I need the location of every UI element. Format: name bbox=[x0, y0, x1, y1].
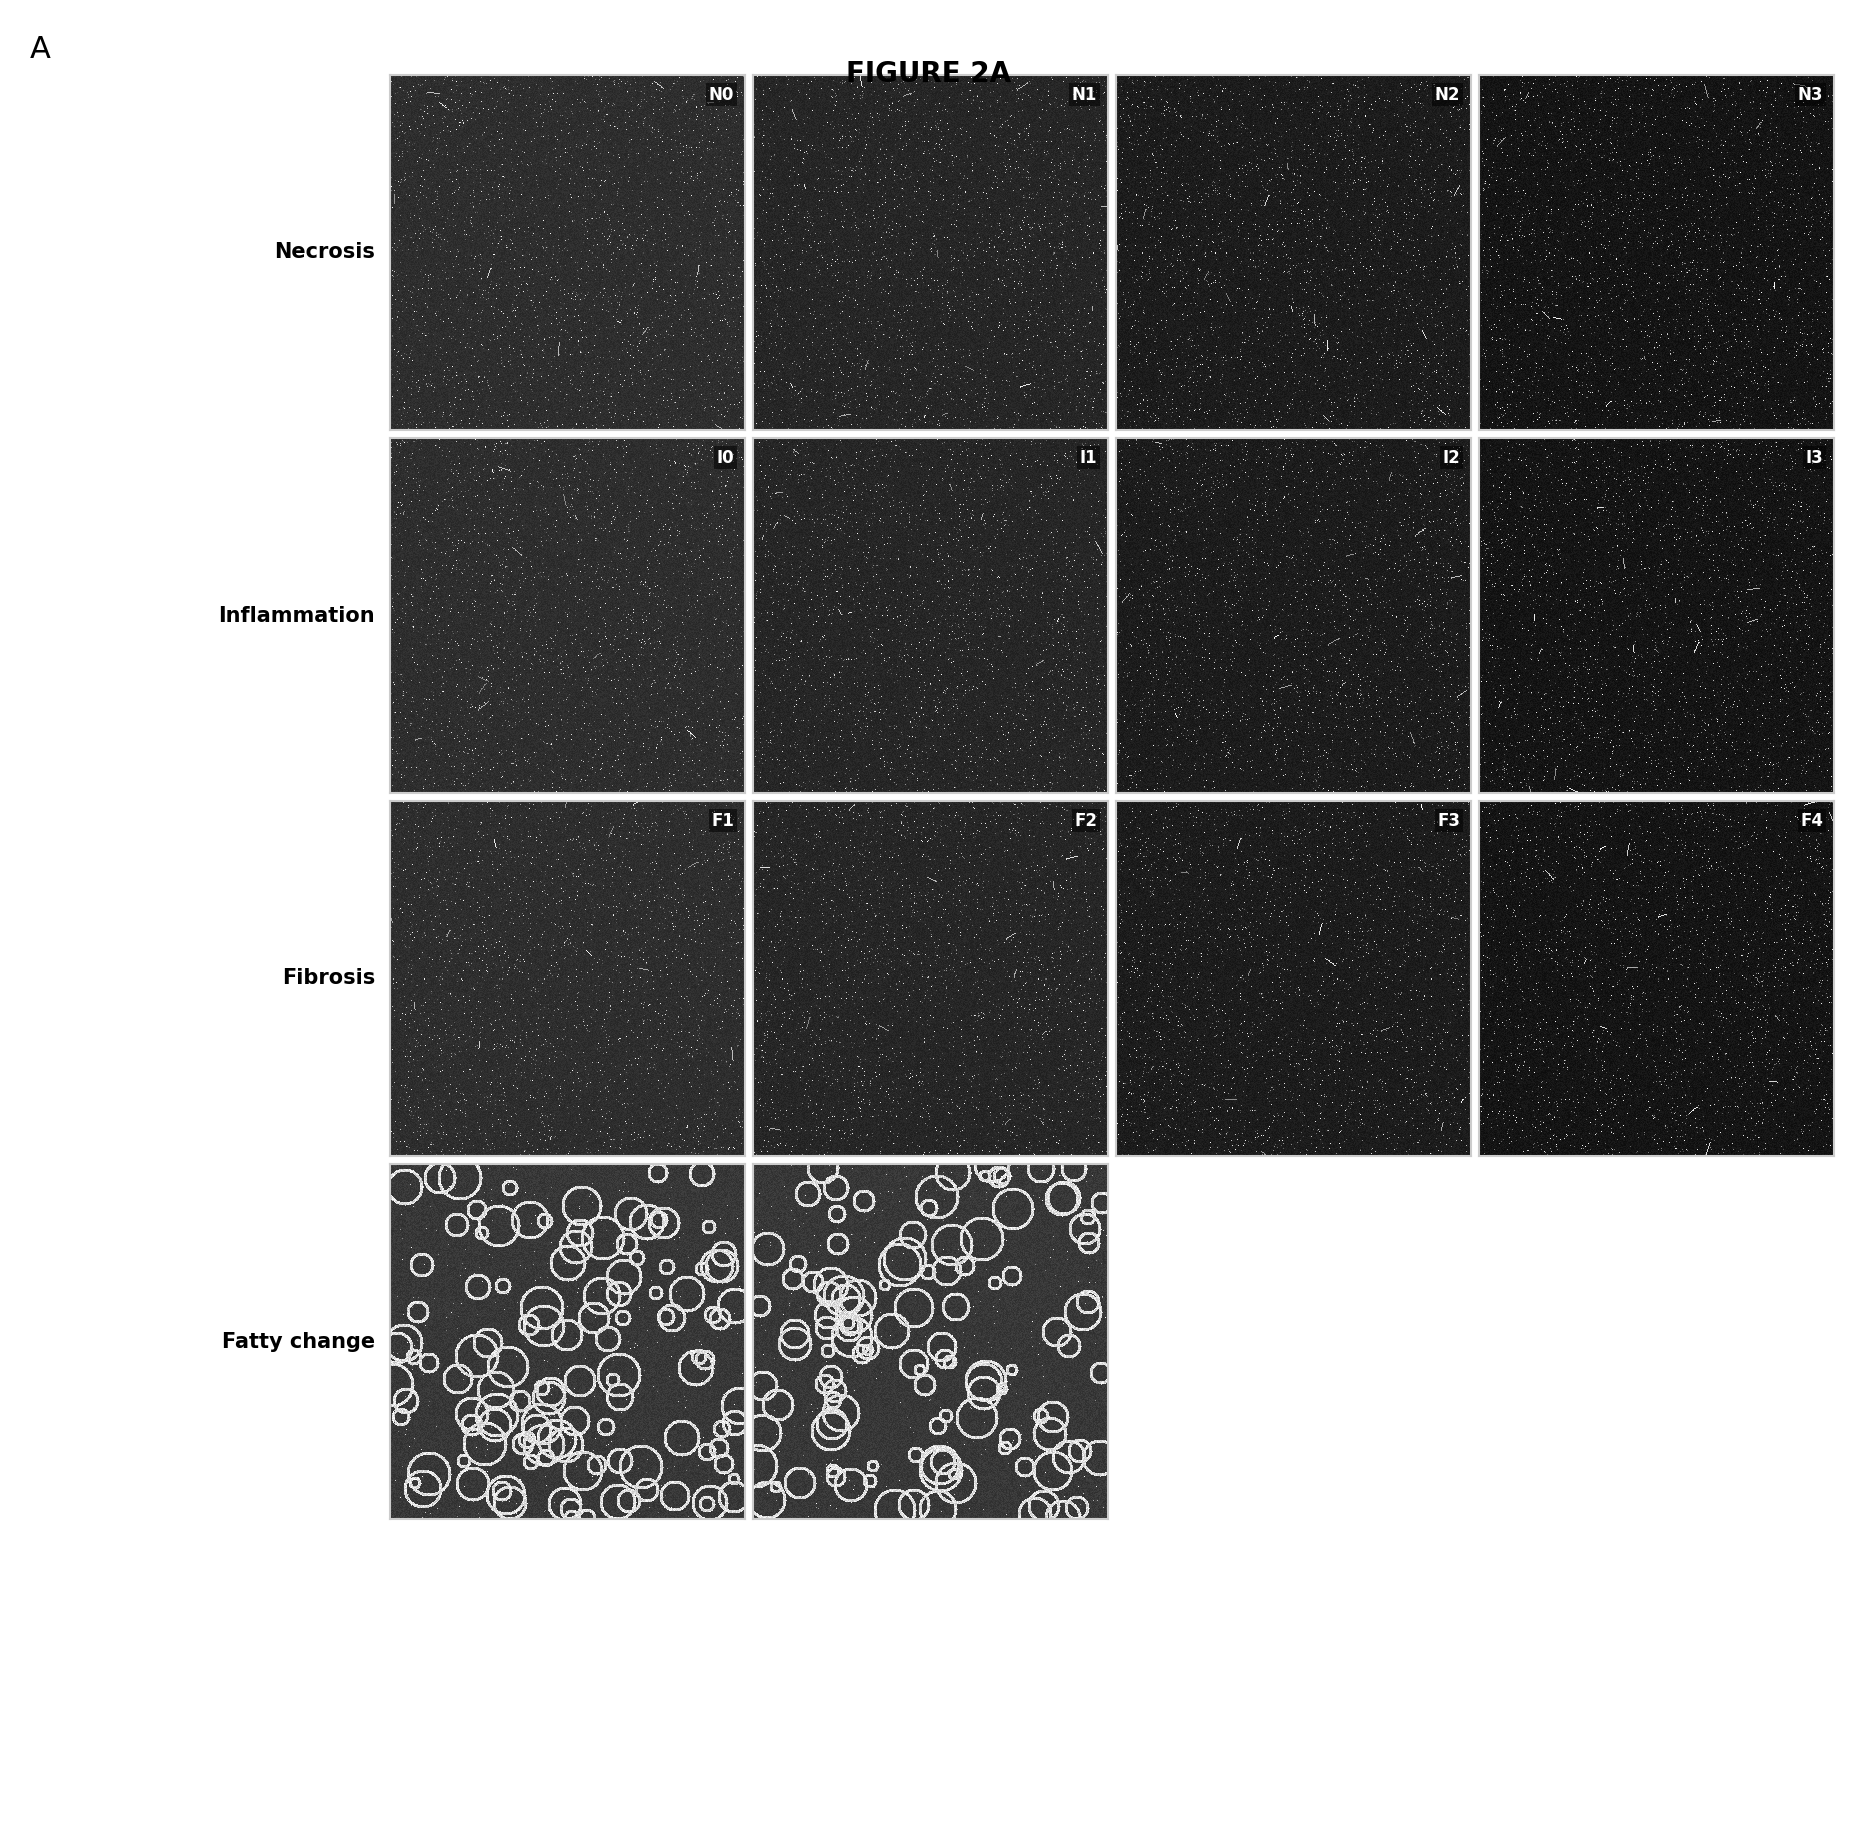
Text: F2: F2 bbox=[1075, 812, 1097, 829]
Text: I0: I0 bbox=[717, 449, 734, 466]
Text: I3: I3 bbox=[1805, 449, 1824, 466]
Text: F4: F4 bbox=[1799, 812, 1824, 829]
Text: N2: N2 bbox=[1435, 86, 1460, 105]
Text: I1: I1 bbox=[1079, 449, 1097, 466]
Text: N1: N1 bbox=[1071, 86, 1097, 105]
Text: Fibrosis: Fibrosis bbox=[282, 968, 375, 989]
Text: F3: F3 bbox=[1437, 812, 1460, 829]
Text: Fatty change: Fatty change bbox=[221, 1331, 375, 1352]
Text: Inflammation: Inflammation bbox=[219, 605, 375, 625]
Text: N0: N0 bbox=[709, 86, 734, 105]
Text: I2: I2 bbox=[1443, 449, 1460, 466]
Text: F1: F1 bbox=[711, 812, 734, 829]
Text: Necrosis: Necrosis bbox=[275, 242, 375, 262]
Text: N3: N3 bbox=[1798, 86, 1824, 105]
Text: FIGURE 2A: FIGURE 2A bbox=[847, 61, 1010, 88]
Text: A: A bbox=[30, 35, 50, 64]
